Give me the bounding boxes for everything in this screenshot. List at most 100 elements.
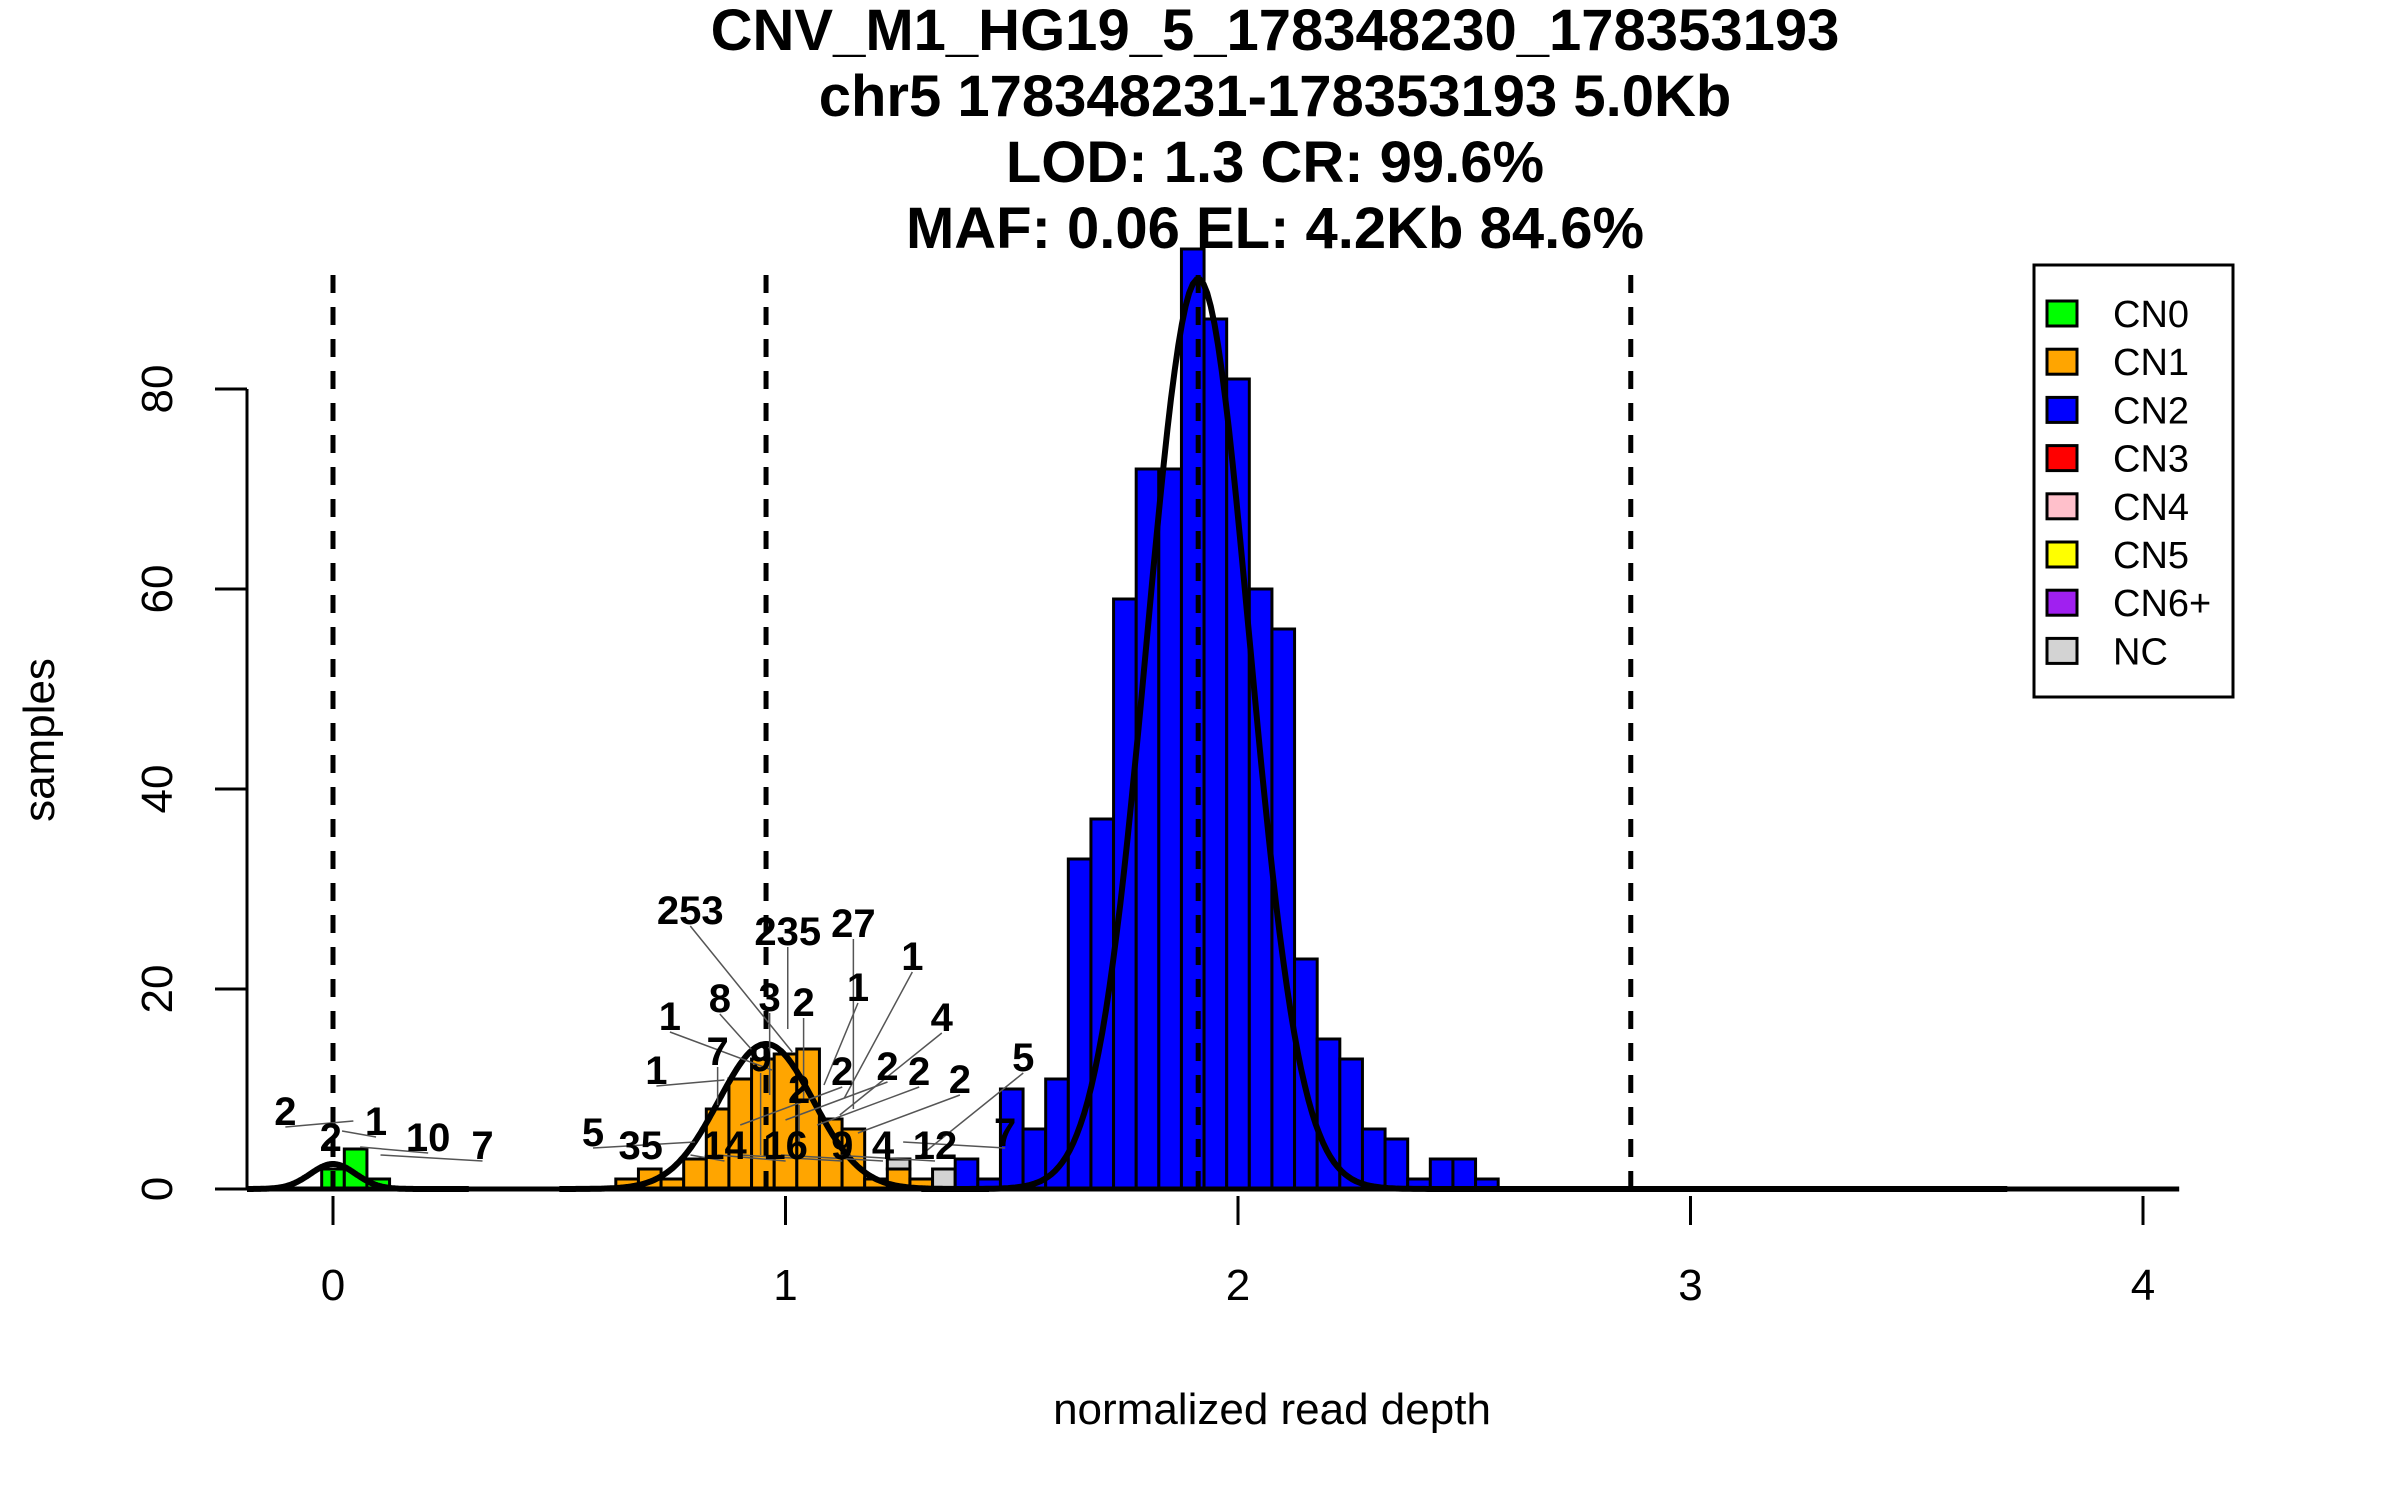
bar-cn2-27 (1157, 467, 1183, 1191)
legend-swatch-cn3 (2045, 444, 2079, 473)
bar-annotation: 2 (876, 1045, 898, 1089)
annotation-leader-line (857, 1094, 961, 1134)
density-curve-cn0 (247, 1161, 469, 1192)
bar-annotation: 8 (709, 977, 731, 1021)
legend-swatch-cn6plus (2045, 588, 2079, 617)
y-tick-label: 80 (133, 365, 182, 414)
legend-label: CN4 (2113, 487, 2189, 529)
x-tick-label: 2 (1226, 1261, 1250, 1310)
bar-cn2-25 (1112, 597, 1138, 1191)
bar-annotation: 35 (618, 1124, 663, 1168)
annotation-leader-line (285, 1120, 354, 1128)
annotation-leader-line (740, 1154, 843, 1162)
bar-annotation: 1 (659, 995, 681, 1039)
annotation-leader-line (669, 1031, 773, 1071)
x-axis: 0 1 2 3 4 normalized read depth (321, 1196, 2155, 1434)
title-line-3: LOD: 1.3 CR: 99.6% (1006, 130, 1544, 195)
cutoff-lines (330, 269, 1634, 1189)
y-tick-label: 20 (133, 965, 182, 1014)
legend-swatch-cn2 (2045, 395, 2079, 424)
title-line-1: CNV_M1_HG19_5_178348230_178353193 (711, 0, 1840, 63)
bar-annotation: 1 (645, 1049, 667, 1093)
bar-annotation: 2 (949, 1058, 971, 1102)
legend-label: NC (2113, 631, 2168, 673)
bar-annotation: 253 (657, 889, 724, 933)
title-line-2: chr5 178348231-178353193 5.0Kb (819, 64, 1732, 129)
x-tick-label: 1 (773, 1261, 797, 1310)
bar-annotation: 1 (847, 966, 869, 1010)
annotation-leader-line (839, 1032, 943, 1116)
bar-annotation: 9 (749, 1036, 771, 1080)
annotation-leader-line (360, 1146, 429, 1154)
bar-cn2-36 (1360, 1127, 1387, 1191)
x-tick-label: 3 (1678, 1261, 1702, 1310)
bar-cn2-39 (1428, 1157, 1455, 1191)
legend-box (2032, 263, 2235, 699)
legend-label: CN6+ (2113, 583, 2211, 625)
annotation-leader-line (832, 1154, 936, 1162)
bar-annotation: 235 (754, 910, 821, 954)
density-curve-cn1 (559, 1041, 990, 1192)
density-curve-cn2 (921, 276, 2008, 1192)
legend-swatch-cn5 (2045, 540, 2079, 569)
legend: CN0 CN1 CN2 CN3 CN4 CN5 CN6+ NC (2032, 263, 2235, 699)
legend-label: CN3 (2113, 439, 2189, 481)
bar-annotation: 12 (913, 1124, 958, 1168)
annotation-leader-line (689, 925, 793, 1053)
legend-label: CN5 (2113, 535, 2189, 577)
annotation-leader-line (717, 1154, 786, 1162)
bar-annotation: 2 (788, 1068, 810, 1112)
annotation-leader-line (780, 1154, 884, 1162)
title-line-4: MAF: 0.06 EL: 4.2Kb 84.6% (906, 196, 1644, 261)
annotation-leader-line (380, 1154, 483, 1162)
bar-annotation: 2 (831, 1050, 853, 1094)
histogram-bars (320, 247, 1500, 1191)
annotation-leader-line (920, 1072, 1024, 1156)
annotation-leader-line (341, 1130, 377, 1138)
x-tick-label: 4 (2131, 1261, 2155, 1310)
bar-annotation: 5 (1012, 1036, 1034, 1080)
annotation-leader-line (816, 1086, 920, 1126)
x-axis-label: normalized read depth (1053, 1385, 1491, 1434)
annotation-leader-line (739, 1086, 843, 1126)
bar-cn2-18 (953, 1157, 980, 1191)
bar-annotation: 9 (831, 1124, 853, 1168)
y-tick-label: 0 (133, 1177, 182, 1201)
legend-label: CN0 (2113, 294, 2189, 336)
bar-annotation: 4 (931, 996, 954, 1040)
annotation-leader-lines (285, 925, 1024, 1162)
density-curves (247, 276, 2180, 1192)
bar-annotation: 7 (994, 1111, 1016, 1155)
bar-annotation: 3 (759, 976, 781, 1020)
legend-swatch-cn1 (2045, 347, 2079, 376)
bar-cn2-29 (1202, 317, 1229, 1191)
bar-annotation: 2 (792, 981, 814, 1025)
legend-swatch-cn0 (2045, 299, 2079, 328)
bar-annotation: 1 (901, 935, 923, 979)
annotation-leader-line (785, 1081, 888, 1121)
bar-cn2-40 (1451, 1157, 1478, 1191)
annotation-leader-line (656, 1079, 725, 1087)
bar-annotation: 16 (763, 1124, 808, 1168)
bar-annotation: 10 (406, 1116, 451, 1160)
bar-annotation: 14 (702, 1124, 747, 1168)
bar-annotation: 7 (471, 1124, 493, 1168)
bar-annotation: 2 (320, 1116, 342, 1160)
bar-annotation: 2 (908, 1050, 930, 1094)
y-tick-label: 60 (133, 565, 182, 614)
bar-annotation: 1 (365, 1100, 387, 1144)
bar-cn2-24 (1089, 817, 1116, 1191)
bar-annotation: 5 (582, 1111, 604, 1155)
annotation-leader-line (592, 1141, 696, 1149)
annotation-leader-line (903, 1141, 1006, 1149)
legend-label: CN2 (2113, 390, 2189, 432)
bar-annotation: 2 (274, 1090, 296, 1134)
bar-cn2-33 (1293, 957, 1319, 1191)
bar-annotation: 4 (872, 1124, 895, 1168)
annotation-leader-line (690, 1154, 725, 1162)
x-tick-label: 0 (321, 1261, 345, 1310)
y-axis-label: samples (15, 658, 64, 822)
y-axis: 0 20 40 60 80 samples (15, 365, 249, 1201)
